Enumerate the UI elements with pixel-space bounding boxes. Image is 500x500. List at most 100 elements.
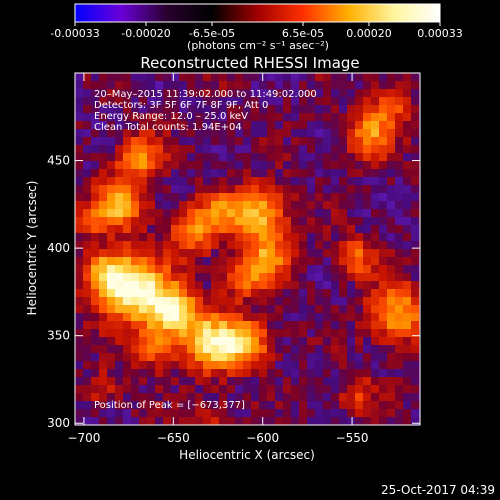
heatmap-cell xyxy=(203,353,212,362)
heatmap-cell xyxy=(243,121,252,130)
heatmap-cell xyxy=(155,105,164,114)
heatmap-cell xyxy=(331,217,340,226)
heatmap-cell xyxy=(315,177,324,186)
heatmap-cell xyxy=(163,137,172,146)
heatmap-cell xyxy=(307,137,316,146)
heatmap-cell xyxy=(315,289,324,298)
heatmap-cell xyxy=(395,185,404,194)
heatmap-cell xyxy=(275,121,284,130)
heatmap-cell xyxy=(315,313,324,322)
heatmap-cell xyxy=(379,177,388,186)
heatmap-cell xyxy=(363,153,372,162)
heatmap-cell xyxy=(411,225,420,234)
heatmap-cell xyxy=(251,385,260,394)
heatmap-cell xyxy=(315,153,324,162)
heatmap-cell xyxy=(379,281,388,290)
heatmap-cell xyxy=(219,161,228,170)
heatmap-cell xyxy=(211,265,220,274)
heatmap-cell xyxy=(91,233,100,242)
heatmap-cell xyxy=(91,313,100,322)
heatmap-cell xyxy=(347,225,356,234)
heatmap-cell xyxy=(267,361,276,370)
heatmap-cell xyxy=(251,289,260,298)
heatmap-cell xyxy=(355,313,364,322)
heatmap-cell xyxy=(163,153,172,162)
heatmap-cell xyxy=(339,273,348,282)
heatmap-cell xyxy=(123,241,132,250)
heatmap-cell xyxy=(203,129,212,138)
heatmap-cell xyxy=(275,257,284,266)
heatmap-cell xyxy=(187,377,196,386)
heatmap-cell xyxy=(219,81,228,90)
heatmap-cell xyxy=(115,177,124,186)
heatmap-cell xyxy=(115,105,124,114)
heatmap-cell xyxy=(387,337,396,346)
heatmap-cell xyxy=(371,105,380,114)
heatmap-cell xyxy=(275,177,284,186)
heatmap-cell xyxy=(283,145,292,154)
heatmap-cell xyxy=(315,217,324,226)
heatmap-cell xyxy=(115,345,124,354)
heatmap-cell xyxy=(379,193,388,202)
heatmap-cell xyxy=(315,281,324,290)
heatmap-cell xyxy=(411,121,420,130)
heatmap-cell xyxy=(275,161,284,170)
heatmap-cell xyxy=(275,217,284,226)
heatmap-cell xyxy=(219,409,228,418)
heatmap-cell xyxy=(219,97,228,106)
heatmap-cell xyxy=(251,233,260,242)
heatmap-cell xyxy=(411,145,420,154)
heatmap-cell xyxy=(99,185,108,194)
heatmap-cell xyxy=(203,265,212,274)
heatmap-cell xyxy=(139,281,148,290)
heatmap-cell xyxy=(75,281,84,290)
heatmap-cell xyxy=(147,369,156,378)
heatmap-cell xyxy=(371,201,380,210)
heatmap-cell xyxy=(107,313,116,322)
heatmap-cell xyxy=(75,361,84,370)
heatmap-cell xyxy=(99,249,108,258)
heatmap-cell xyxy=(347,97,356,106)
heatmap-cell xyxy=(187,417,196,425)
heatmap-cell xyxy=(395,313,404,322)
heatmap-cell xyxy=(283,153,292,162)
heatmap-cell xyxy=(283,201,292,210)
heatmap-cell xyxy=(139,209,148,218)
heatmap-cell xyxy=(187,217,196,226)
heatmap-cell xyxy=(123,233,132,242)
heatmap-cell xyxy=(331,377,340,386)
heatmap-cell xyxy=(179,281,188,290)
heatmap-cell xyxy=(403,97,412,106)
heatmap-cell xyxy=(283,345,292,354)
heatmap-cell xyxy=(355,265,364,274)
footer-date: 25-Oct-2017 04:39 xyxy=(381,483,495,497)
heatmap-cell xyxy=(99,233,108,242)
heatmap-cell xyxy=(251,353,260,362)
heatmap-cell xyxy=(371,281,380,290)
heatmap-cell xyxy=(275,273,284,282)
heatmap-cell xyxy=(323,281,332,290)
heatmap-cell xyxy=(195,185,204,194)
heatmap-cell xyxy=(307,177,316,186)
heatmap-cell xyxy=(131,209,140,218)
heatmap-cell xyxy=(171,289,180,298)
heatmap-cell xyxy=(139,105,148,114)
heatmap-cell xyxy=(267,193,276,202)
heatmap-cell xyxy=(235,257,244,266)
heatmap-cell xyxy=(339,89,348,98)
heatmap-cell xyxy=(139,361,148,370)
heatmap-cell xyxy=(411,313,420,322)
heatmap-cell xyxy=(139,161,148,170)
heatmap-cell xyxy=(131,393,140,402)
heatmap-cell xyxy=(227,217,236,226)
heatmap-cell xyxy=(283,361,292,370)
heatmap-cell xyxy=(147,377,156,386)
heatmap-cell xyxy=(171,281,180,290)
heatmap-cell xyxy=(339,297,348,306)
heatmap-cell xyxy=(395,105,404,114)
heatmap-cell xyxy=(403,409,412,418)
x-axis-label: Heliocentric X (arcsec) xyxy=(179,448,315,462)
heatmap-cell xyxy=(123,129,132,138)
heatmap-cell xyxy=(171,113,180,122)
heatmap-cell xyxy=(275,153,284,162)
